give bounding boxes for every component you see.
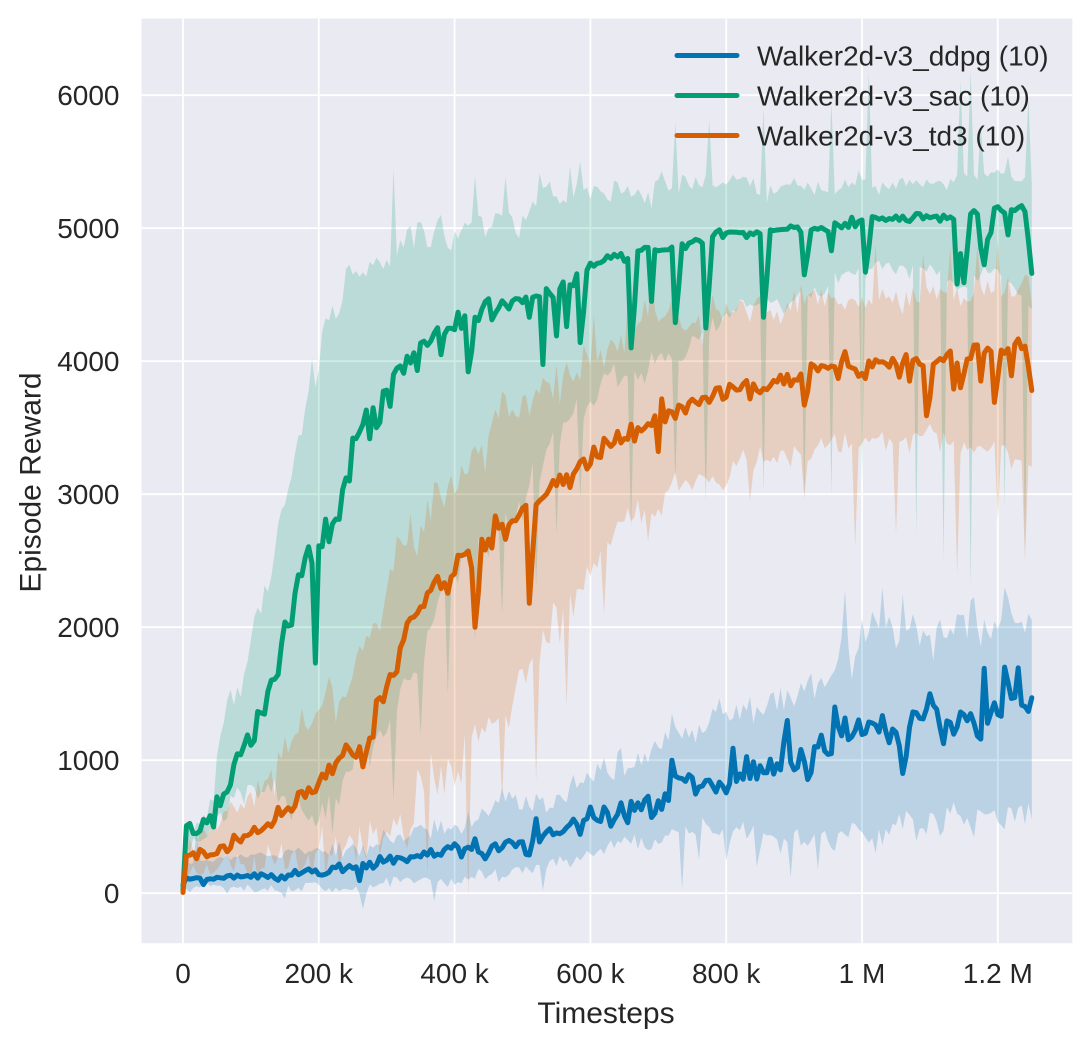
svg-text:1000: 1000: [57, 745, 119, 776]
svg-text:1.2 M: 1.2 M: [963, 958, 1033, 989]
svg-text:2000: 2000: [57, 612, 119, 643]
svg-text:200 k: 200 k: [285, 958, 354, 989]
svg-text:3000: 3000: [57, 479, 119, 510]
svg-text:0: 0: [104, 878, 120, 909]
svg-text:Walker2d-v3_ddpg (10): Walker2d-v3_ddpg (10): [757, 41, 1049, 72]
svg-text:800 k: 800 k: [692, 958, 761, 989]
svg-text:Walker2d-v3_sac (10): Walker2d-v3_sac (10): [757, 81, 1030, 112]
svg-text:0: 0: [175, 958, 191, 989]
svg-text:4000: 4000: [57, 346, 119, 377]
svg-text:Timesteps: Timesteps: [537, 997, 674, 1030]
svg-text:5000: 5000: [57, 213, 119, 244]
svg-text:6000: 6000: [57, 80, 119, 111]
svg-text:1 M: 1 M: [839, 958, 886, 989]
svg-text:600 k: 600 k: [556, 958, 625, 989]
svg-text:Episode Reward: Episode Reward: [15, 372, 48, 592]
svg-text:400 k: 400 k: [420, 958, 489, 989]
svg-text:Walker2d-v3_td3 (10): Walker2d-v3_td3 (10): [757, 121, 1025, 152]
